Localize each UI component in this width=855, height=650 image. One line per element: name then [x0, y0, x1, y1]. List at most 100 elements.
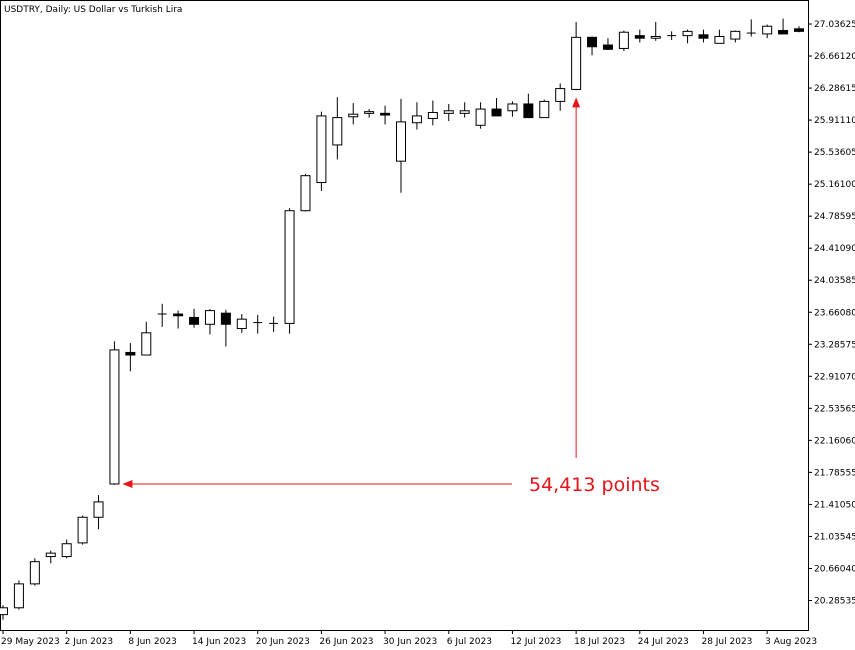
candle-body-bear	[173, 313, 184, 317]
time-tick-label: 24 Jul 2023	[638, 637, 689, 647]
candle-body-bull	[714, 35, 725, 44]
candle	[109, 341, 120, 485]
price-axis[interactable]: 27.03625 26.66120 26.28615 25.91110 25.53605…	[808, 20, 855, 607]
candle	[555, 83, 566, 111]
price-tick-label: 25.16100	[814, 180, 855, 190]
annotation-label: 54,413 points	[529, 474, 660, 496]
candle	[714, 29, 725, 44]
candle-body-bull	[61, 543, 72, 558]
price-tick-label: 22.91070	[814, 372, 855, 382]
candle-body-bull	[618, 31, 629, 49]
candle-body-bull	[555, 88, 566, 102]
candle	[539, 99, 550, 119]
candle	[507, 101, 518, 117]
price-tick-label: 23.66080	[814, 308, 855, 318]
candle	[667, 31, 677, 40]
candle-body-bull	[427, 111, 438, 119]
price-tick-label: 26.66120	[814, 52, 855, 62]
candle	[284, 208, 295, 334]
candle	[762, 24, 773, 39]
candle-body-bull	[300, 175, 311, 212]
time-tick-label: 29 May 2023	[1, 637, 60, 647]
candle-body-bear	[587, 36, 598, 48]
price-tick-label: 26.28615	[814, 84, 855, 94]
candle-body-bull	[730, 30, 741, 40]
candle	[427, 100, 438, 126]
candle-body-bull	[0, 607, 8, 616]
time-tick-label: 30 Jun 2023	[383, 637, 437, 647]
candle	[475, 102, 486, 129]
plot-area-frame	[0, 0, 809, 631]
time-tick-label: 12 Jul 2023	[510, 637, 561, 647]
candle-body-bull	[204, 310, 215, 325]
chart-title: USDTRY, Daily: US Dollar vs Turkish Lira	[4, 5, 182, 15]
candle	[698, 29, 709, 43]
candle-body-bear	[220, 312, 231, 325]
price-tick-label: 22.53565	[814, 404, 855, 414]
candle-body-bull	[284, 210, 295, 324]
time-tick-label: 28 Jul 2023	[701, 637, 752, 647]
candle-body-bull	[77, 516, 88, 544]
candle	[746, 19, 756, 37]
candle	[173, 310, 184, 329]
candle	[13, 580, 24, 610]
candle-body-bear	[698, 34, 709, 39]
candle-body-bull	[682, 30, 693, 37]
price-tick-label: 23.28575	[814, 340, 855, 350]
time-tick-label: 18 Jul 2023	[574, 637, 625, 647]
candle	[204, 308, 215, 335]
candle-body-bull	[571, 36, 582, 90]
candle	[125, 343, 136, 372]
candle	[141, 321, 152, 356]
candle-body-bear	[634, 35, 645, 39]
candle	[682, 29, 693, 44]
candle	[0, 605, 8, 620]
candle	[93, 495, 104, 530]
candle-body-bull	[411, 115, 422, 124]
candles-layer	[0, 18, 804, 620]
candle-body-bear	[125, 351, 136, 356]
candle	[220, 309, 231, 347]
time-axis[interactable]: 29 May 2023 2 Jun 2023 8 Jun 2023 14 Jun 20…	[1, 630, 817, 647]
candle-body-bull	[762, 25, 773, 35]
time-tick-label: 2 Jun 2023	[65, 637, 113, 647]
price-tick-label: 20.66040	[814, 564, 855, 574]
candle	[587, 36, 598, 56]
annotation-arrowhead-left	[122, 479, 133, 488]
price-tick-label: 24.03585	[814, 276, 855, 286]
candle-body-bear	[523, 103, 534, 119]
candle-body-bull	[29, 561, 40, 585]
annotation-arrowhead-up	[572, 97, 581, 108]
candle	[523, 93, 534, 119]
price-tick-label: 25.91110	[814, 116, 855, 126]
candle	[730, 30, 741, 43]
candle	[269, 316, 279, 332]
candle	[794, 26, 804, 33]
price-tick-label: 22.16060	[814, 436, 855, 446]
candle-body-bull	[45, 552, 56, 558]
price-tick-label: 21.78555	[814, 468, 855, 478]
time-tick-label: 6 Jul 2023	[447, 637, 492, 647]
candle	[348, 103, 359, 125]
price-tick-label: 21.41050	[814, 500, 855, 510]
candle	[459, 102, 470, 118]
candle-body-bull	[443, 110, 454, 114]
candle-body-bear	[778, 30, 789, 35]
candle	[634, 29, 645, 43]
candle	[236, 314, 247, 333]
candle-body-bull	[459, 110, 470, 114]
candle	[316, 111, 327, 192]
candle-body-bull	[316, 115, 327, 184]
candle-body-bear	[380, 112, 391, 116]
measurement-annotation: 54,413 points	[122, 97, 660, 496]
time-tick-label: 14 Jun 2023	[192, 637, 246, 647]
price-tick-label: 21.03545	[814, 532, 855, 542]
candle-body-bull	[539, 100, 550, 119]
price-tick-label: 27.03625	[814, 20, 855, 30]
candle	[380, 105, 391, 125]
price-tick-label: 24.78595	[814, 212, 855, 222]
candle-body-bear	[794, 28, 804, 32]
price-tick-label: 24.41090	[814, 244, 855, 254]
